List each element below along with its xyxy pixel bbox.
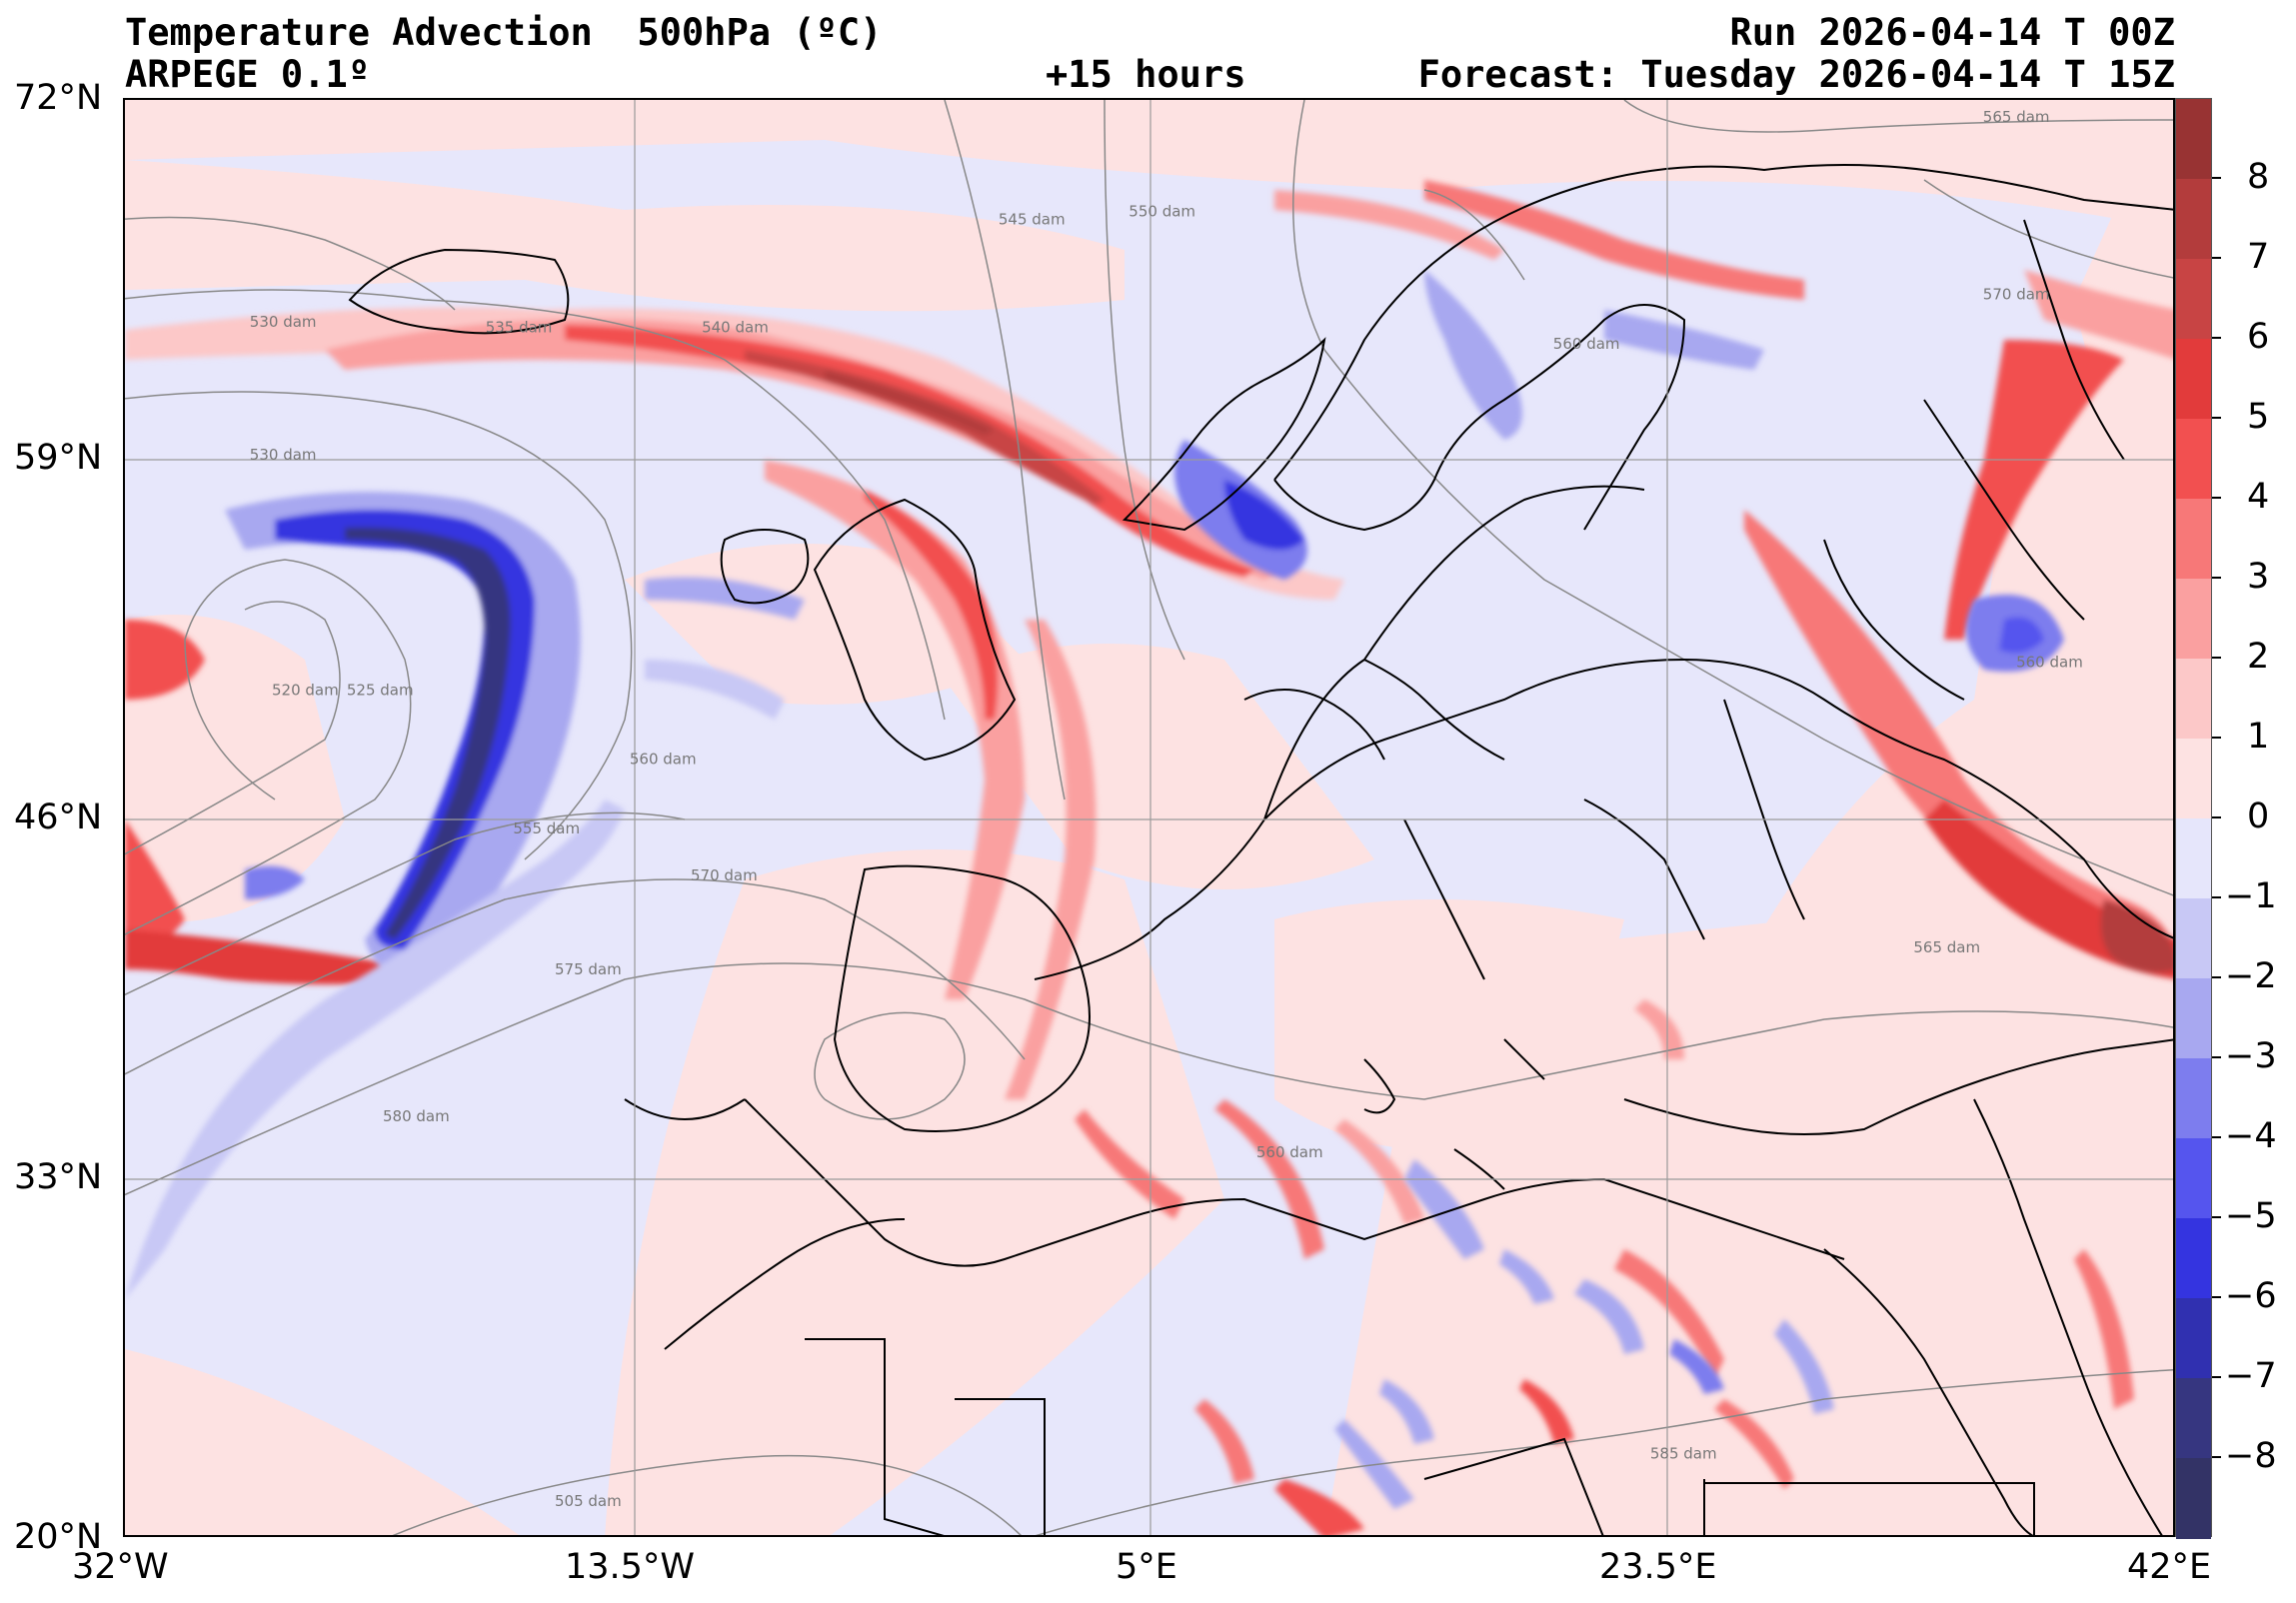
contour-label: 580 dam (383, 1107, 450, 1125)
colorbar-tick-label: −5 (2225, 1196, 2277, 1236)
colorbar-tick-label: 2 (2247, 637, 2270, 677)
colorbar-tick-mark (2212, 816, 2221, 818)
colorbar-segment (2176, 898, 2211, 979)
colorbar-segment (2176, 659, 2211, 740)
colorbar-tick-label: −2 (2225, 956, 2277, 996)
colorbar-tick-mark (2212, 657, 2221, 659)
colorbar-tick-mark (2212, 1056, 2221, 1058)
colorbar-tick-label: −4 (2225, 1116, 2277, 1156)
warm-advection-bands (125, 180, 2173, 1535)
contour-label: 530 dam (250, 446, 317, 464)
colorbar-tick-label: −7 (2225, 1356, 2277, 1396)
colorbar-tick-mark (2212, 896, 2221, 898)
colorbar-tick-mark (2212, 417, 2221, 419)
background-advection-field (125, 100, 2173, 1535)
colorbar-tick-label: −8 (2225, 1436, 2277, 1476)
colorbar-tick-mark (2212, 1216, 2221, 1218)
contour-label: 575 dam (555, 960, 622, 978)
colorbar-segment (2176, 1298, 2211, 1379)
map-title: Temperature Advection 500hPa (ºC) (125, 11, 883, 54)
contour-label: 560 dam (1256, 1143, 1323, 1161)
colorbar-tick-label: 6 (2247, 317, 2270, 357)
colorbar-tick-label: −1 (2225, 876, 2277, 916)
colorbar-tick-label: 0 (2247, 797, 2270, 836)
geopotential-contours (125, 100, 2173, 1535)
colorbar-segment (2176, 339, 2211, 420)
colorbar-segment (2176, 259, 2211, 340)
contour-labels: 565 dam 545 dam 550 dam 570 dam 560 dam 530 d… (250, 108, 2083, 1510)
lon-label-5e: 5°E (1116, 1547, 1177, 1587)
colorbar-tick-label: 7 (2247, 237, 2270, 277)
colorbar (2175, 98, 2212, 1539)
lon-label-32w: 32°W (72, 1547, 169, 1587)
contour-label: 560 dam (1553, 335, 1620, 353)
colorbar-segment (2176, 419, 2211, 500)
colorbar-segment (2176, 1458, 2211, 1539)
contour-label: 505 dam (555, 1492, 622, 1510)
colorbar-tick-mark (2212, 257, 2221, 259)
model-name: ARPEGE 0.1º (125, 53, 371, 96)
contour-label: 530 dam (250, 313, 317, 331)
colorbar-tick-mark (2212, 1136, 2221, 1138)
graticule (125, 100, 2173, 1535)
run-time: Run 2026-04-14 T 00Z (1729, 11, 2175, 54)
colorbar-tick-mark (2212, 577, 2221, 579)
contour-label: 565 dam (1913, 938, 1980, 956)
lon-label-13-5w: 13.5°W (565, 1547, 696, 1587)
colorbar-tick-label: −6 (2225, 1276, 2277, 1316)
colorbar-tick-mark (2212, 737, 2221, 739)
colorbar-segment (2176, 1378, 2211, 1459)
contour-label: 525 dam (347, 681, 414, 699)
colorbar-segment (2176, 739, 2211, 819)
contour-label: 520 dam (272, 681, 339, 699)
lat-label-46n: 46°N (14, 798, 103, 837)
contour-label: 565 dam (1983, 108, 2050, 126)
colorbar-segment (2176, 179, 2211, 260)
lat-label-72n: 72°N (14, 78, 103, 118)
colorbar-segment (2176, 1138, 2211, 1219)
lat-label-59n: 59°N (14, 438, 103, 478)
colorbar-tick-mark (2212, 1456, 2221, 1458)
colorbar-segment (2176, 499, 2211, 580)
colorbar-tick-mark (2212, 177, 2221, 179)
contour-label: 560 dam (2016, 654, 2083, 672)
colorbar-tick-label: 5 (2247, 397, 2270, 437)
contour-label: 555 dam (513, 819, 580, 837)
colorbar-tick-mark (2212, 1376, 2221, 1378)
colorbar-tick-label: 4 (2247, 477, 2270, 517)
colorbar-segment (2176, 579, 2211, 660)
colorbar-segment (2176, 818, 2211, 899)
contour-label: 540 dam (702, 319, 769, 337)
forecast-time: Forecast: Tuesday 2026-04-14 T 15Z (1417, 53, 2175, 96)
colorbar-segment (2176, 99, 2211, 180)
colorbar-tick-mark (2212, 497, 2221, 499)
contour-label: 585 dam (1650, 1445, 1717, 1463)
contour-label: 570 dam (1983, 285, 2050, 303)
colorbar-tick-mark (2212, 976, 2221, 978)
contour-label: 560 dam (630, 751, 697, 769)
contour-label: 545 dam (999, 211, 1066, 229)
colorbar-tick-label: 3 (2247, 557, 2270, 597)
lon-label-23-5e: 23.5°E (1599, 1547, 1717, 1587)
colorbar-segment (2176, 1218, 2211, 1299)
lat-label-33n: 33°N (14, 1157, 103, 1197)
lon-label-42e: 42°E (2127, 1547, 2212, 1587)
colorbar-tick-label: −3 (2225, 1036, 2277, 1076)
colorbar-tick-label: 1 (2247, 717, 2270, 757)
lead-time: +15 hours (1046, 53, 1246, 96)
colorbar-segment (2176, 1058, 2211, 1139)
colorbar-tick-label: 8 (2247, 157, 2270, 197)
contour-label: 550 dam (1129, 202, 1195, 220)
contour-label: 535 dam (486, 319, 553, 337)
colorbar-tick-mark (2212, 337, 2221, 339)
contour-label: 570 dam (691, 866, 758, 884)
coastlines-and-borders (348, 164, 2173, 1535)
colorbar-segment (2176, 978, 2211, 1059)
map-panel[interactable]: 565 dam 545 dam 550 dam 570 dam 560 dam 530 d… (123, 98, 2175, 1537)
colorbar-tick-mark (2212, 1296, 2221, 1298)
advection-map: 565 dam 545 dam 550 dam 570 dam 560 dam 530 d… (125, 100, 2173, 1535)
lat-label-20n: 20°N (14, 1517, 103, 1557)
